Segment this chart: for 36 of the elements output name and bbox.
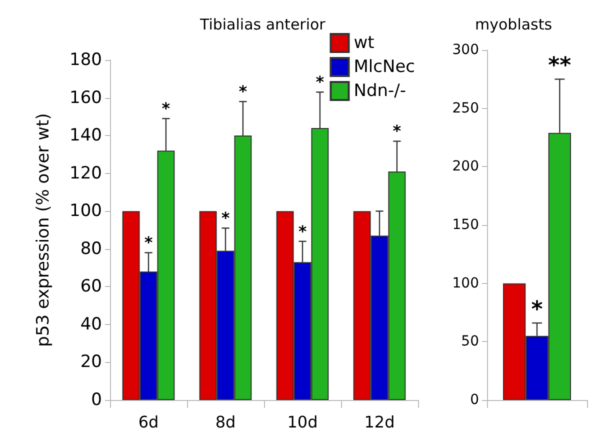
- x-tick-label: 10d: [287, 412, 318, 432]
- y-tick-label: 250: [452, 100, 479, 116]
- y-tick-label: 60: [80, 276, 102, 297]
- x-tick-label: 6d: [138, 412, 159, 432]
- y-tick-label: 0: [470, 392, 479, 408]
- annotation: *: [162, 99, 171, 118]
- y-tick-label: 100: [452, 275, 479, 292]
- y-tick-label: 80: [80, 238, 102, 259]
- y-tick-label: 20: [80, 352, 102, 372]
- y-tick-label: 40: [80, 314, 102, 334]
- y-tick-label: 160: [70, 88, 102, 108]
- y-tick-label: 120: [70, 163, 102, 184]
- y-tick-label: 300: [452, 42, 479, 58]
- chart-title: myoblasts: [475, 16, 552, 34]
- x-tick-label: 8d: [215, 412, 236, 432]
- y-tick-label: 0: [91, 390, 102, 410]
- legend-label: wt: [354, 33, 375, 53]
- y-tick-label: 50: [461, 334, 479, 350]
- y-tick-label: 140: [70, 126, 102, 146]
- annotation: *: [144, 233, 154, 252]
- annotation: **: [548, 54, 572, 79]
- chart-title: Tibialias anterior: [199, 16, 326, 34]
- y-tick-label: 180: [70, 50, 102, 70]
- annotation: *: [392, 122, 402, 141]
- y-tick-label: 150: [452, 217, 479, 233]
- annotation: *: [238, 82, 248, 102]
- annotation: *: [298, 222, 308, 241]
- annotation: *: [531, 298, 544, 322]
- y-tick-label: 100: [70, 201, 102, 222]
- y-tick-label: 200: [452, 158, 479, 175]
- x-tick-label: 12d: [364, 412, 395, 432]
- legend-label: Ndn-/-: [354, 81, 406, 101]
- annotation: *: [221, 208, 230, 228]
- y-axis-title: p53 expression (% over wt): [34, 113, 54, 347]
- legend-label: MlcNec: [354, 57, 416, 77]
- annotation: *: [316, 72, 325, 92]
